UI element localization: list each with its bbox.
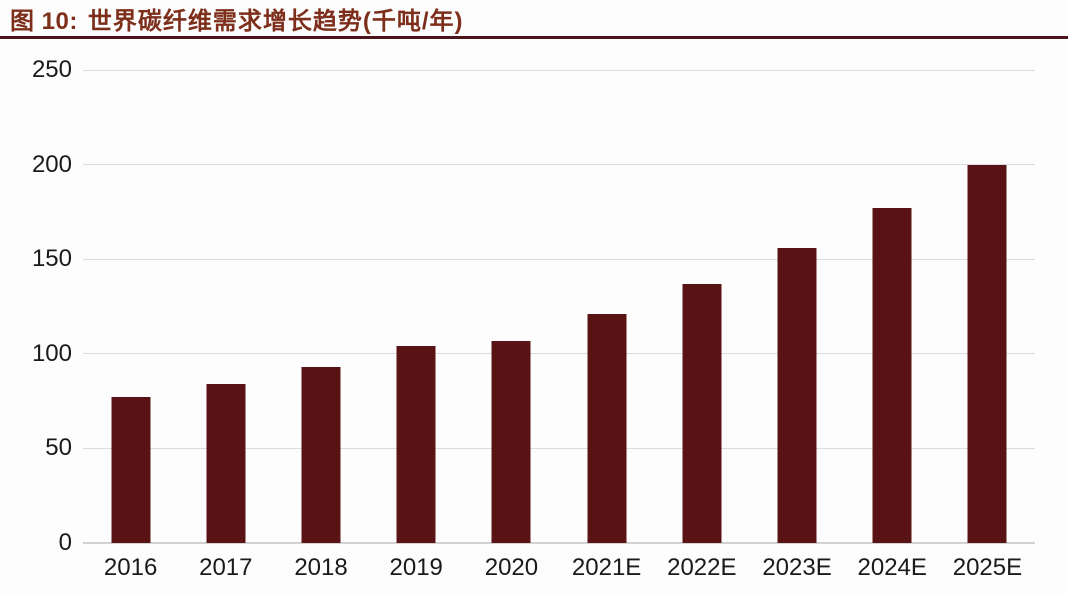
bar-slot-2021E [559,70,654,543]
y-axis: 0 50 100 150 200 250 [0,58,72,555]
x-tick-label-2016: 2016 [103,554,158,581]
y-tick-label-0: 0 [58,529,72,556]
x-tick-label-2017: 2017 [199,554,253,581]
gridline-150 [83,258,1035,260]
bar-slot-2018 [273,70,368,543]
x-tick-label-2022E: 2022E [667,554,737,581]
bar-2017 [206,384,246,543]
y-tick-label-50: 50 [45,434,72,462]
bar-slot-2024E [845,70,940,543]
bar-2020 [491,340,531,543]
gridline-50 [83,447,1035,449]
title-underline-rule [0,36,1068,39]
figure-title: 世界碳纤维需求增长趋势(千吨/年) [87,7,464,35]
gridline-250 [83,69,1035,71]
y-tick-label-100: 100 [31,339,72,367]
bar-2019 [396,346,436,543]
bar-slot-2020 [464,70,559,543]
x-tick-label-2024E: 2024E [857,554,927,581]
y-tick-label-250: 250 [31,56,72,83]
bar-2021E [587,314,627,543]
x-tick-label-2021E: 2021E [571,554,642,581]
bar-2018 [301,367,341,543]
x-tick-label-2020: 2020 [484,554,539,581]
x-tick-label-2018: 2018 [294,554,348,581]
y-tick-label-200: 200 [31,150,72,178]
plot-area [83,69,1035,544]
bar-2024E [872,208,912,543]
x-axis: 2016 2017 2018 2019 2020 2021E 2022E 2023E 2024E… [83,553,1035,585]
bars-row [83,70,1035,543]
y-tick-label-150: 150 [31,245,72,273]
bar-2022E [682,283,722,543]
x-tick-label-2019: 2019 [389,554,443,581]
figure-header: 图 10: 世界碳纤维需求增长趋势(千吨/年) [10,2,464,35]
figure-number-label: 图 10: [10,7,78,35]
x-tick-label-2023E: 2023E [762,554,832,581]
bar-slot-2019 [369,70,464,543]
gridline-100 [83,353,1035,355]
gridline-200 [83,164,1035,166]
bar-2023E [777,247,817,543]
bar-slot-2017 [178,70,273,543]
bar-slot-2022E [654,70,749,543]
bar-slot-2025E [940,70,1035,543]
x-tick-label-2025E: 2025E [952,554,1023,581]
bar-slot-2016 [83,70,178,543]
bar-2025E [967,164,1007,543]
x-axis-baseline [83,542,1035,544]
bar-slot-2023E [749,70,844,543]
bar-2016 [111,397,151,543]
